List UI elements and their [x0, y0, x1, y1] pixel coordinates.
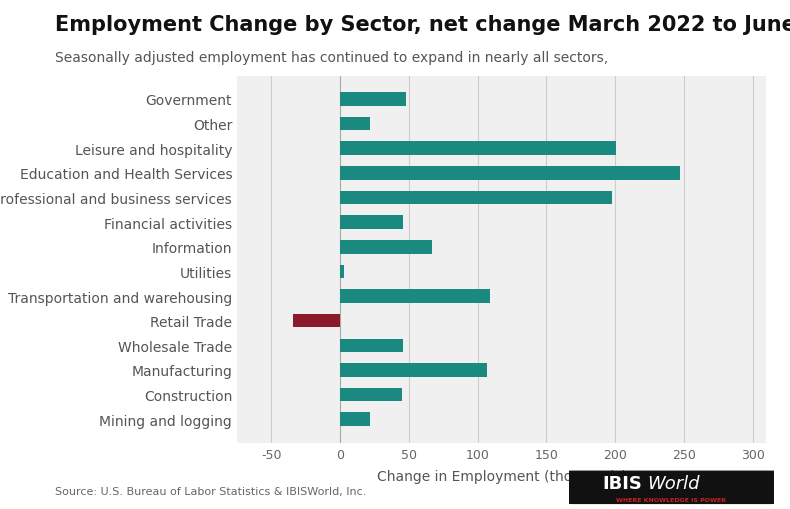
Text: IBIS: IBIS [603, 474, 643, 493]
Text: Seasonally adjusted employment has continued to expand in nearly all sectors,: Seasonally adjusted employment has conti… [55, 51, 608, 65]
Bar [340, 363, 487, 377]
Bar [340, 265, 344, 278]
Bar [340, 241, 432, 254]
Text: Employment Change by Sector, net change March 2022 to June 2022: Employment Change by Sector, net change … [55, 15, 790, 35]
Bar [340, 290, 490, 303]
Bar [340, 191, 612, 205]
Bar [340, 339, 404, 352]
Bar [340, 413, 371, 426]
X-axis label: Change in Employment (thousands): Change in Employment (thousands) [377, 469, 626, 483]
Text: WHERE KNOWLEDGE IS POWER: WHERE KNOWLEDGE IS POWER [616, 497, 727, 502]
FancyBboxPatch shape [565, 471, 778, 503]
Text: World: World [647, 474, 699, 493]
Bar [293, 314, 340, 328]
Bar [340, 118, 371, 131]
Bar [340, 216, 404, 230]
Bar [340, 388, 402, 402]
Text: Source: U.S. Bureau of Labor Statistics & IBISWorld, Inc.: Source: U.S. Bureau of Labor Statistics … [55, 486, 367, 496]
Bar [340, 142, 616, 156]
Bar [340, 93, 406, 106]
Bar [340, 167, 679, 180]
